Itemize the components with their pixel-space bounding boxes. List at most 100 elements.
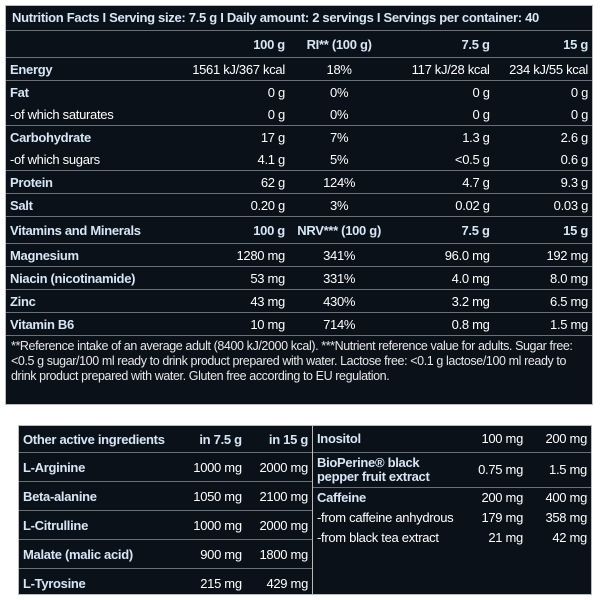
cell: 215 mg	[179, 568, 246, 597]
cell: 15 g	[493, 216, 592, 244]
row: Zinc 43 mg 430% 3.2 mg 6.5 mg	[6, 289, 592, 313]
cell: 9.3 g	[493, 170, 592, 194]
cell: 331%	[288, 266, 390, 290]
cell: 7.5 g	[461, 36, 490, 52]
cell: 42 mg	[552, 530, 587, 545]
cell: 192 mg	[493, 243, 592, 267]
cell: 2000 mg	[245, 452, 312, 482]
cell: 429 mg	[245, 568, 312, 597]
other-right-table: Inositol 100 mg 200 mg BioPerine® black pep…	[313, 426, 591, 548]
row: -of which saturates 0 g 0% 0 g 0 g	[6, 103, 592, 126]
cell: 3%	[288, 193, 390, 217]
cell: 7%	[288, 125, 390, 148]
cell: BioPerine® black pepper fruit extract	[313, 452, 463, 488]
row: L-Arginine 1000 mg 2000 mg	[19, 452, 312, 482]
cell: 179 mg	[481, 510, 523, 525]
cell: 1000 mg	[179, 452, 246, 482]
title: Nutrition Facts I Serving size: 7.5 g I …	[6, 6, 592, 31]
cell: 15 g	[563, 36, 588, 52]
cell: in 7.5 g	[199, 431, 242, 447]
cell: 4.0 mg	[389, 266, 494, 290]
cell: 6.5 mg	[493, 289, 592, 313]
cell: 1050 mg	[179, 481, 246, 511]
cell: 900 mg	[179, 539, 246, 569]
cell: 53 mg	[178, 266, 289, 290]
cell: 3.2 mg	[389, 289, 494, 313]
cell: 200 mg	[463, 487, 527, 508]
cell: 234 kJ/55 kcal	[493, 57, 592, 81]
cell: 96.0 mg	[389, 243, 494, 267]
cell: 2.6 g	[493, 125, 592, 148]
cell: L-Citrulline	[19, 510, 180, 540]
cell: Inositol	[317, 431, 361, 446]
cell: 1561 kJ/367 kcal	[178, 57, 289, 81]
row: Vitamins and Minerals 100 g NRV*** (100 g)…	[6, 216, 592, 244]
cell: Beta-alanine	[19, 481, 180, 511]
row: Caffeine 200 mg 400 mg	[313, 487, 591, 508]
row: -from black tea extract 21 mg 42 mg	[313, 528, 591, 548]
nutrition-table: 100 g RI** (100 g) 7.5 g 15 g Energy 1561 kJ/…	[6, 31, 592, 335]
cell: 43 mg	[178, 289, 289, 313]
cell: 4.7 g	[389, 170, 494, 194]
cell: 0 g	[472, 106, 490, 122]
cell: 2100 mg	[245, 481, 312, 511]
cell: -from caffeine anhydrous	[317, 510, 454, 525]
cell: 1.5 mg	[527, 452, 591, 488]
cell: 21 mg	[488, 530, 523, 545]
cell: 0 g	[389, 80, 494, 103]
row: Protein 62 g 124% 4.7 g 9.3 g	[6, 170, 592, 194]
row: -from caffeine anhydrous 179 mg 358 mg	[313, 508, 591, 528]
row: Beta-alanine 1050 mg 2100 mg	[19, 481, 312, 511]
cell: Fat	[6, 80, 179, 103]
cell: L-Tyrosine	[19, 568, 180, 597]
cell: 0.6 g	[560, 151, 589, 167]
cell: 0 g	[493, 80, 592, 103]
cell: 0.8 mg	[389, 312, 494, 335]
cell: 1000 mg	[179, 510, 246, 540]
cell: 200 mg	[545, 431, 587, 446]
cell: 100 mg	[481, 431, 523, 446]
row: Niacin (nicotinamide) 53 mg 331% 4.0 mg 8.0 …	[6, 266, 592, 290]
cell: RI** (100 g)	[306, 36, 372, 52]
row: L-Citrulline 1000 mg 2000 mg	[19, 510, 312, 540]
cell: 1800 mg	[245, 539, 312, 569]
cell: 0.20 g	[178, 193, 289, 217]
cell: -from black tea extract	[317, 530, 439, 545]
cell: 430%	[288, 289, 390, 313]
nutrition-panel: Nutrition Facts I Serving size: 7.5 g I …	[5, 5, 593, 405]
cell: 7.5 g	[389, 216, 494, 244]
cell: 714%	[288, 312, 390, 335]
row: Inositol 100 mg 200 mg	[313, 426, 591, 453]
row: L-Tyrosine 215 mg 429 mg	[19, 568, 312, 597]
cell: 1.5 mg	[493, 312, 592, 335]
cell: 0%	[288, 80, 390, 103]
cell: 100 g	[253, 36, 285, 52]
cell: Other active ingredients	[23, 431, 165, 447]
cell: 17 g	[178, 125, 289, 148]
cell: 124%	[288, 170, 390, 194]
cell: 400 mg	[527, 487, 591, 508]
cell: NRV*** (100 g)	[288, 216, 390, 244]
cell: 5%	[330, 151, 349, 167]
row: Carbohydrate 17 g 7% 1.3 g 2.6 g	[6, 125, 592, 148]
cell	[6, 31, 179, 58]
cell: Protein	[6, 170, 179, 194]
row: Malate (malic acid) 900 mg 1800 mg	[19, 539, 312, 569]
cell: 62 g	[178, 170, 289, 194]
cell: 0 g	[178, 80, 289, 103]
cell: Zinc	[6, 289, 179, 313]
cell: Energy	[6, 57, 179, 81]
cell: 10 mg	[178, 312, 289, 335]
cell: 18%	[288, 57, 390, 81]
cell: <0.5 g	[454, 151, 490, 167]
footnote: **Reference intake of an average adult (…	[6, 335, 592, 387]
other-table: Other active ingredients in 7.5 g in 15 g L…	[19, 426, 312, 597]
cell: 0.03 g	[493, 193, 592, 217]
cell: 0.75 mg	[463, 452, 527, 488]
cell: 0 g	[267, 106, 285, 122]
cell: Vitamin B6	[6, 312, 179, 335]
row: -of which sugars 4.1 g 5% <0.5 g 0.6 g	[6, 148, 592, 171]
cell: Caffeine	[313, 487, 463, 508]
